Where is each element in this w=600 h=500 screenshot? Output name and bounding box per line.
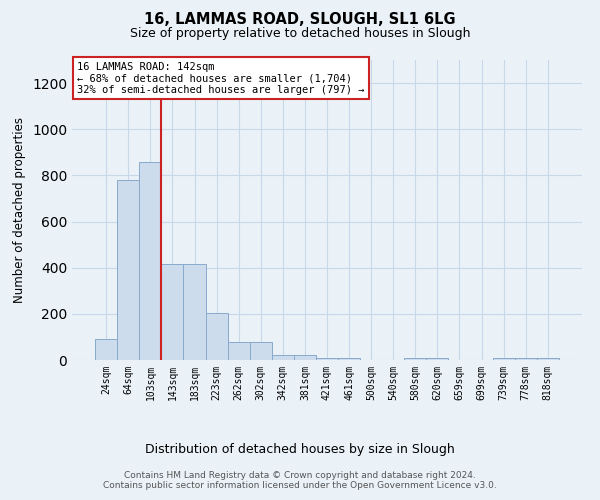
Text: Distribution of detached houses by size in Slough: Distribution of detached houses by size … (145, 442, 455, 456)
Bar (95, 339, 117, 360)
Bar (250, 342, 272, 360)
Bar (184, 264, 206, 360)
Text: Contains HM Land Registry data © Crown copyright and database right 2024.
Contai: Contains HM Land Registry data © Crown c… (103, 470, 497, 490)
Bar (537, 358, 559, 360)
Bar (117, 180, 139, 360)
Text: Size of property relative to detached houses in Slough: Size of property relative to detached ho… (130, 28, 470, 40)
Bar (338, 358, 360, 360)
Bar (206, 312, 227, 360)
Bar (427, 358, 448, 360)
Bar (161, 264, 184, 360)
Bar (139, 162, 161, 360)
Bar (404, 358, 427, 360)
Text: 16, LAMMAS ROAD, SLOUGH, SL1 6LG: 16, LAMMAS ROAD, SLOUGH, SL1 6LG (144, 12, 456, 28)
Bar (493, 358, 515, 360)
Bar (316, 358, 338, 360)
Bar (227, 342, 250, 360)
Bar (272, 356, 294, 360)
Bar (294, 356, 316, 360)
Bar (515, 358, 537, 360)
Text: 16 LAMMAS ROAD: 142sqm
← 68% of detached houses are smaller (1,704)
32% of semi-: 16 LAMMAS ROAD: 142sqm ← 68% of detached… (77, 62, 365, 94)
Y-axis label: Number of detached properties: Number of detached properties (13, 117, 26, 303)
